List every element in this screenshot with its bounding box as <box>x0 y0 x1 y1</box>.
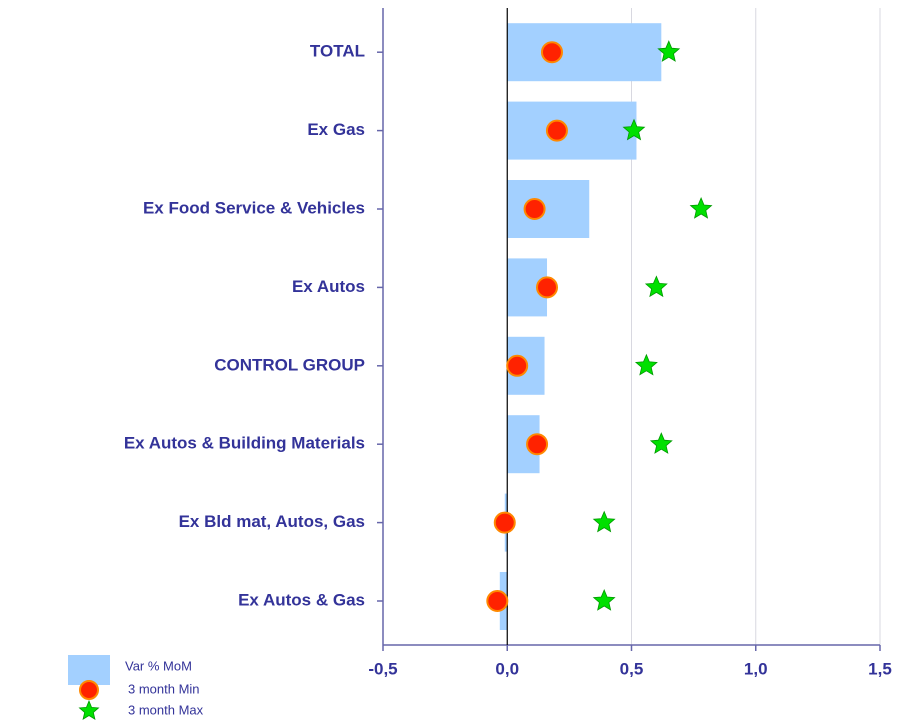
category-label: Ex Autos & Building Materials <box>124 434 365 453</box>
max-marker <box>689 196 713 219</box>
max-marker <box>592 588 616 611</box>
x-tick-label: -0,5 <box>368 659 397 678</box>
max-marker <box>622 118 646 141</box>
legend-label: Var % MoM <box>125 658 192 673</box>
legend-label: 3 month Min <box>128 681 200 696</box>
min-marker <box>486 590 509 612</box>
min-marker <box>545 119 568 142</box>
bar <box>507 101 637 160</box>
legend-label: 3 month Max <box>128 702 204 717</box>
x-tick-label: 0,5 <box>620 659 644 678</box>
min-marker <box>493 511 516 534</box>
x-tick-label: 0,0 <box>495 659 519 678</box>
category-label: TOTAL <box>310 42 365 61</box>
x-tick-label: 1,5 <box>868 659 892 678</box>
category-label: Ex Food Service & Vehicles <box>143 198 365 217</box>
min-marker <box>536 276 559 299</box>
bar <box>507 180 590 238</box>
category-label: Ex Autos & Gas <box>238 590 365 609</box>
category-label: Ex Bld mat, Autos, Gas <box>179 512 365 531</box>
legend-swatch <box>78 699 100 720</box>
max-marker <box>644 275 668 298</box>
category-label: Ex Autos <box>292 277 365 296</box>
max-marker <box>634 353 658 376</box>
max-marker <box>592 510 616 533</box>
min-marker <box>526 433 549 456</box>
max-marker <box>657 40 681 62</box>
category-label: Ex Gas <box>307 120 365 139</box>
min-marker <box>506 354 529 377</box>
legend-swatch <box>79 680 99 700</box>
x-tick-label: 1,0 <box>744 659 768 678</box>
min-marker <box>540 41 563 64</box>
category-label: CONTROL GROUP <box>214 355 365 374</box>
bar <box>507 23 662 82</box>
max-marker <box>649 432 673 454</box>
min-marker <box>523 198 546 220</box>
